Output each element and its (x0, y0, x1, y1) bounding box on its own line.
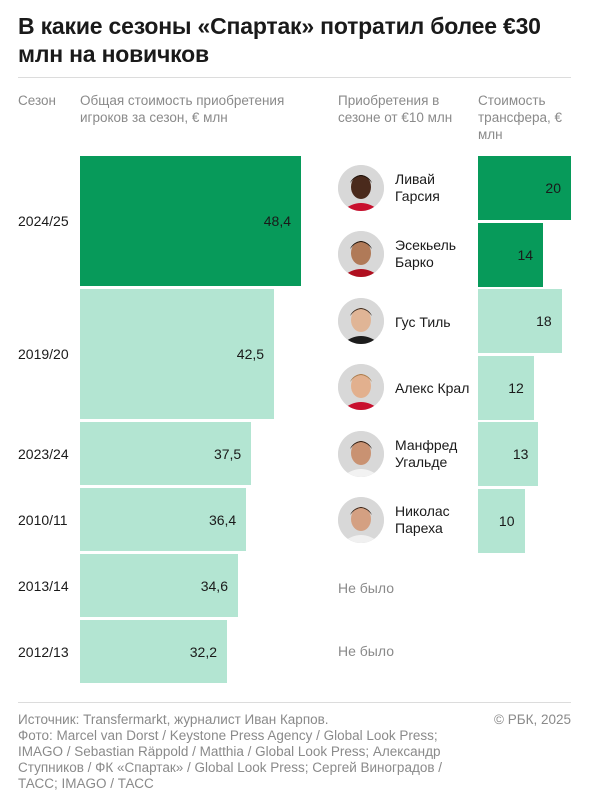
season-total-bar (80, 422, 252, 485)
player-name-line: Эсекьель (395, 237, 457, 253)
season-total-bar (80, 156, 301, 286)
season-label: 2013/14 (18, 577, 69, 594)
season-total-value: 42,5 (236, 346, 265, 362)
transfer-fee-value: 12 (508, 379, 524, 396)
season-label: 2019/20 (18, 346, 69, 362)
transfer-fee-value: 10 (498, 512, 515, 529)
player-name-line: Манфред (395, 437, 458, 453)
photo-credits: Фото: Marcel van Dorst / Keystone Press … (18, 728, 443, 791)
season-total-value: 32,2 (189, 643, 218, 660)
player-photo (338, 231, 384, 277)
transfer-fee-bar (478, 222, 544, 287)
header-purchases: Приобретения в сезоне от €10 млн (338, 93, 453, 125)
player-name-line: Гарсия (395, 188, 440, 204)
chart-title: В какие сезоны «Спартак» потратил более … (18, 13, 541, 67)
player-name-line: Угальде (395, 454, 448, 470)
season-total-value: 37,5 (213, 445, 242, 462)
transfer-fee-bar (478, 156, 571, 220)
header-total-cost: Общая стоимость приобретения игроков за … (80, 93, 285, 125)
player-photo (338, 431, 384, 477)
player-photo (338, 497, 384, 543)
top-divider (18, 77, 571, 78)
player-photo (338, 165, 384, 211)
season-label: 2024/25 (18, 213, 69, 229)
no-purchase-label: Не было (338, 643, 394, 659)
season-total-value: 48,4 (263, 213, 291, 229)
season-total-value: 34,6 (200, 577, 228, 594)
bottom-divider (18, 702, 571, 703)
transfer-fee-value: 14 (517, 246, 534, 263)
transfer-fee-bar (478, 289, 562, 353)
player-name-line: Гус Тиль (395, 314, 451, 330)
transfer-fee-bar (478, 488, 525, 553)
player-name: Николас Пареха (395, 503, 450, 537)
header-season: Сезон (18, 93, 56, 108)
season-label: 2023/24 (18, 445, 69, 462)
season-total-value: 36,4 (208, 511, 237, 528)
player-name: Эсекьель Барко (395, 237, 456, 271)
season-total-bar (80, 289, 275, 419)
player-name: Ливай Гарсия (395, 171, 440, 205)
player-photo (338, 298, 384, 344)
season-label: 2012/13 (18, 643, 69, 660)
player-name-line: Пареха (395, 520, 443, 536)
footer-credits: Источник: Transfermarkt, журналист Иван … (18, 712, 463, 792)
header-transfer-fee: Стоимость трансфера, € млн (478, 93, 563, 142)
transfer-fee-value: 18 (536, 313, 552, 329)
player-name-line: Николас (395, 503, 450, 519)
player-photo (338, 364, 384, 410)
season-total-bar (80, 620, 228, 683)
season-label: 2010/11 (18, 511, 68, 528)
transfer-fee-bar (478, 355, 534, 420)
transfer-fee-value: 13 (512, 446, 529, 462)
season-total-bar (80, 488, 247, 551)
player-name: Алекс Крал (395, 380, 469, 397)
player-name-line: Алекс Крал (395, 380, 470, 396)
transfer-fee-bar (478, 422, 539, 486)
transfer-fee-value: 20 (545, 180, 561, 196)
player-name-line: Барко (395, 254, 434, 270)
player-name-line: Ливай (395, 171, 435, 187)
season-total-bar (80, 554, 238, 617)
source-note: Источник: Transfermarkt, журналист Иван … (18, 712, 329, 727)
player-name: Гус Тиль (395, 314, 451, 331)
copyright: © РБК, 2025 (494, 712, 571, 727)
no-purchase-label: Не было (338, 580, 394, 596)
player-name: Манфред Угальде (395, 437, 457, 471)
